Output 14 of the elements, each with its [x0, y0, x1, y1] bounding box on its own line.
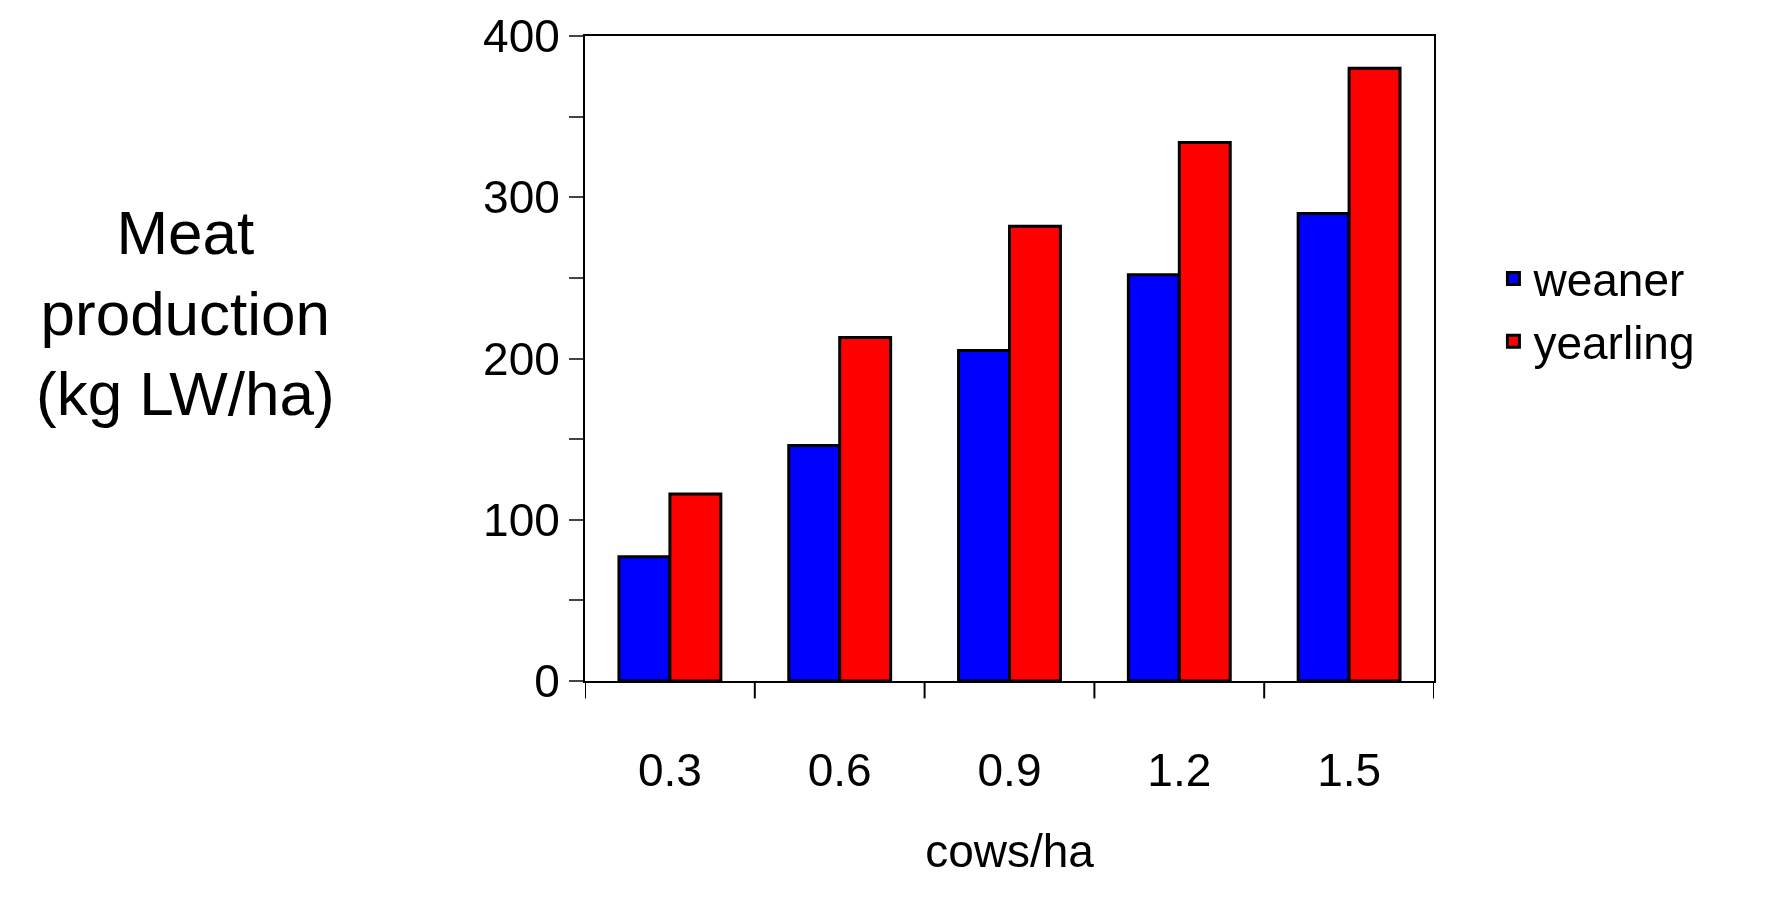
y-tick-label: 400: [483, 10, 560, 63]
y-tick-label: 0: [534, 655, 560, 708]
y-tick-label: 300: [483, 171, 560, 224]
x-tick-label: 1.2: [1147, 744, 1212, 797]
x-tick-label: 0.9: [977, 744, 1042, 797]
legend-label: yearling: [1533, 317, 1695, 370]
y-tick-label: 200: [483, 332, 560, 385]
x-tick-label: 0.6: [807, 744, 872, 797]
y-tick-label: 100: [483, 493, 560, 546]
x-axis-title: cows/ha: [925, 825, 1095, 878]
y-axis-title: Meat production (kg LW/ha): [36, 198, 335, 429]
legend-label: weaner: [1532, 254, 1685, 307]
x-tick-label: 1.5: [1317, 744, 1382, 797]
x-tick-label: 0.3: [637, 744, 702, 797]
